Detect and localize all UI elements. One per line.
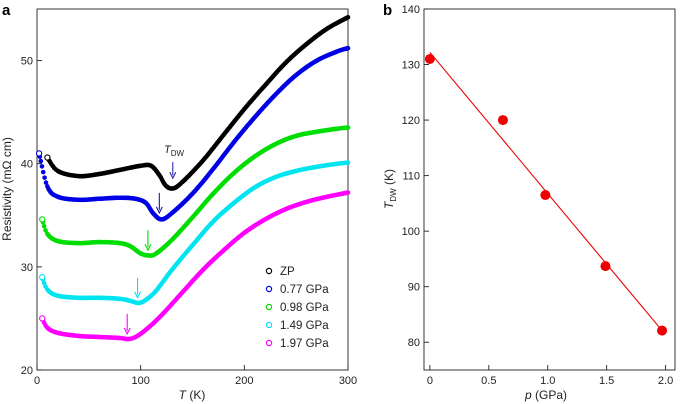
tdw-annotation: TDW — [164, 144, 185, 158]
legend-item: ZP — [265, 266, 295, 278]
panel-a-legend: ZP 0.77 GPa 0.98 GPa 1.49 GPa 1.97 GPa — [265, 266, 329, 350]
panel-a-label: a — [2, 2, 11, 19]
series-start-marker — [35, 150, 43, 157]
series-start-marker — [39, 216, 46, 223]
b-ytick-label: 140 — [402, 4, 420, 16]
panel-b-points — [424, 53, 668, 336]
panel-a-xlabel: T (K) — [179, 388, 206, 402]
a-ytick-label: 30 — [21, 262, 33, 274]
series-1-97-gpa — [39, 190, 351, 342]
legend-marker — [265, 267, 273, 275]
panel-b-ylabel: TDW (K) — [382, 169, 398, 209]
legend-item: 0.98 GPa — [265, 302, 329, 314]
a-ytick-label: 20 — [21, 365, 33, 377]
data-point — [42, 175, 47, 180]
data-point — [345, 14, 351, 20]
tdw-point — [600, 261, 611, 272]
data-point — [38, 158, 44, 164]
a-xtick-label: 200 — [235, 375, 253, 387]
b-ytick-label: 90 — [408, 282, 420, 294]
b-ytick-label: 120 — [402, 115, 420, 127]
legend-label: 0.77 GPa — [280, 284, 329, 296]
tdw-arrow-1-97-gpa — [123, 313, 131, 336]
series-1-49-gpa — [39, 160, 351, 306]
b-ytick-label: 80 — [408, 337, 420, 349]
legend-label: 1.97 GPa — [280, 338, 329, 350]
legend-item: 1.97 GPa — [265, 338, 329, 350]
panel-a-ylabel: Resistivity (mΩ cm) — [0, 137, 14, 241]
panel-a-arrows — [123, 162, 177, 336]
panel-a-frame — [36, 8, 349, 371]
panel-b-xlabel: p (GPa) — [524, 388, 567, 402]
series-0-98-gpa — [39, 125, 351, 258]
a-ytick-label: 50 — [21, 56, 33, 68]
data-point — [345, 45, 351, 51]
tdw-arrow-0-77-gpa — [155, 192, 163, 215]
panel-b-label: b — [383, 2, 392, 19]
tdw-point — [540, 190, 551, 201]
panel-a-axes: 0 100 200 300 20 30 40 50 — [21, 56, 357, 387]
data-point — [39, 164, 45, 169]
legend-marker — [265, 321, 273, 329]
legend-marker — [265, 303, 273, 311]
series-zp — [44, 14, 351, 191]
tdw-point — [497, 115, 508, 126]
data-point — [41, 280, 47, 286]
tdw-arrow-0-98-gpa — [144, 230, 152, 252]
series-start-marker — [39, 315, 46, 322]
b-xtick-label: 0 — [427, 375, 433, 387]
b-xtick-label: 2.0 — [658, 375, 673, 387]
b-ytick-label: 130 — [402, 60, 420, 72]
data-point — [345, 160, 351, 165]
panel-b-frame — [423, 8, 676, 371]
data-point — [345, 125, 351, 130]
data-point — [43, 228, 48, 233]
b-xtick-label: 0.5 — [481, 375, 496, 387]
legend-marker — [265, 339, 273, 347]
tdw-point — [657, 325, 668, 336]
data-point — [43, 180, 49, 185]
tdw-arrow-1-49-gpa — [134, 277, 142, 299]
legend-item: 1.49 GPa — [265, 320, 329, 332]
a-xtick-label: 0 — [34, 375, 40, 387]
data-point — [41, 223, 47, 229]
b-ytick-label: 110 — [402, 171, 420, 183]
series-0-77-gpa — [35, 45, 351, 222]
legend-label: 1.49 GPa — [280, 320, 329, 332]
b-xtick-label: 1.0 — [540, 375, 555, 387]
panel-a-series — [35, 14, 351, 342]
a-xtick-label: 300 — [339, 375, 357, 387]
a-xtick-label: 100 — [131, 375, 149, 387]
data-point — [40, 169, 46, 175]
legend-label: ZP — [280, 266, 295, 278]
tdw-arrow-zp — [169, 162, 177, 180]
tdw-point — [424, 53, 435, 64]
panel-b-axes: 0 0.5 1.0 1.5 2.0 80 90 100 110 120 130 140 — [402, 4, 674, 387]
legend-label: 0.98 GPa — [280, 302, 329, 314]
b-xtick-label: 1.5 — [599, 375, 614, 387]
legend-item: 0.77 GPa — [265, 284, 329, 296]
legend-marker — [265, 285, 273, 293]
data-point — [345, 190, 351, 195]
b-ytick-label: 100 — [402, 226, 420, 238]
a-ytick-label: 40 — [21, 159, 33, 171]
series-start-marker — [44, 154, 51, 161]
series-start-marker — [39, 274, 46, 281]
